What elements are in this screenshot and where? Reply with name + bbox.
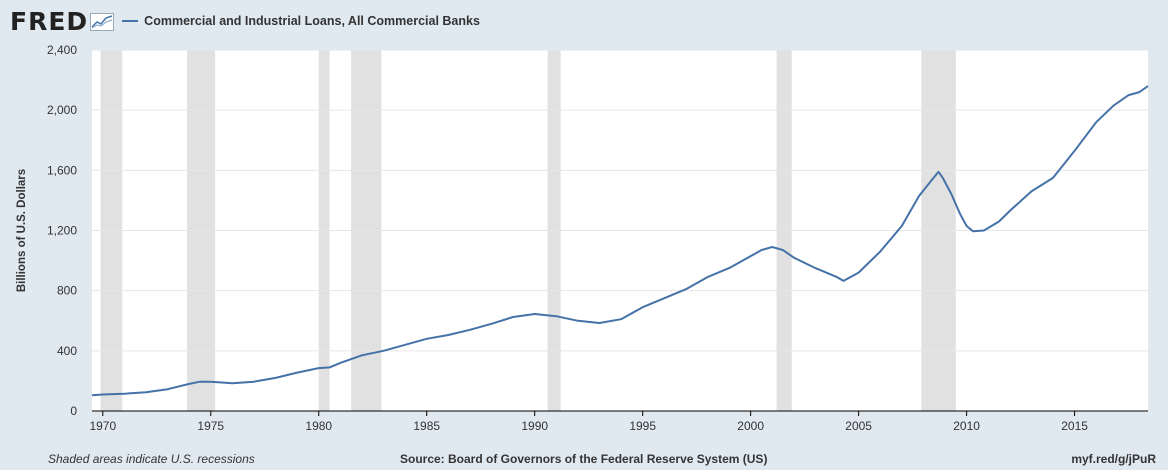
x-tick-label: 2005 <box>845 419 872 433</box>
y-tick-label: 2,400 <box>47 43 77 57</box>
y-tick-label: 1,200 <box>47 224 77 238</box>
source-note: Source: Board of Governors of the Federa… <box>400 452 768 466</box>
y-tick-label: 800 <box>57 284 77 298</box>
x-tick-label: 1970 <box>89 419 116 433</box>
legend-series-label: Commercial and Industrial Loans, All Com… <box>144 14 480 28</box>
y-tick-label: 2,000 <box>47 103 77 117</box>
chart-header: FRED Commercial and Industrial Loans, Al… <box>10 6 480 36</box>
x-tick-label: 1990 <box>521 419 548 433</box>
trend-chart-icon <box>90 13 115 31</box>
x-tick-label: 2000 <box>737 419 764 433</box>
x-tick-label: 1995 <box>629 419 656 433</box>
x-tick-label: 2015 <box>1061 419 1088 433</box>
x-tick-label: 2010 <box>953 419 980 433</box>
fred-logo[interactable]: FRED <box>10 6 89 36</box>
x-tick-label: 1985 <box>413 419 440 433</box>
y-axis-title: Billions of U.S. Dollars <box>16 169 28 292</box>
x-tick-label: 1980 <box>305 419 332 433</box>
line-chart: 0 400 800 1,200 1,600 2,000 2,400 1970 1975 1980 1… <box>16 43 1149 433</box>
short-link[interactable]: myf.red/g/jPuR <box>1071 452 1156 466</box>
legend-series-swatch <box>122 20 139 22</box>
y-tick-label: 400 <box>57 344 77 358</box>
y-tick-label: 1,600 <box>47 163 77 177</box>
recession-note: Shaded areas indicate U.S. recessions <box>48 452 255 466</box>
x-tick-label: 1975 <box>197 419 224 433</box>
series-line <box>91 85 1149 397</box>
y-tick-label: 0 <box>70 404 77 418</box>
